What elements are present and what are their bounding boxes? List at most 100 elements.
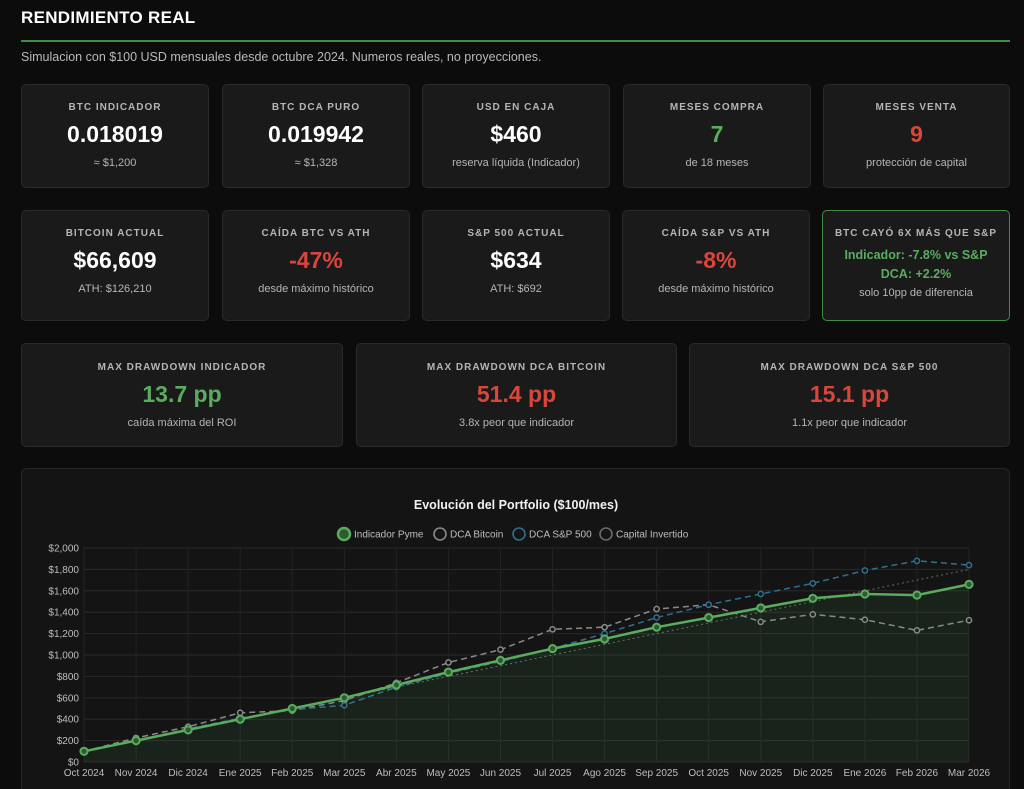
card-label: MAX DRAWDOWN DCA S&P 500 xyxy=(760,362,939,373)
chart-legend: Indicador Pyme DCA Bitcoin DCA S&P 500 Capi… xyxy=(336,526,689,542)
card-btc-vs-sp-highlight: BTC CAYÓ 6X MÁS QUE S&P Indicador: -7.8%… xyxy=(822,210,1010,321)
data-point-btc xyxy=(445,659,452,666)
y-tick-label: $400 xyxy=(57,715,80,726)
y-tick-label: $0 xyxy=(68,758,80,769)
series-line-indicador xyxy=(83,583,970,753)
data-point-btc xyxy=(861,616,869,624)
card-meses-venta: MESES VENTA 9 protección de capital xyxy=(823,84,1010,188)
card-value: 0.018019 xyxy=(67,121,163,147)
page-title: RENDIMIENTO REAL xyxy=(21,8,196,27)
card-label: MESES COMPRA xyxy=(669,102,765,113)
page-subtitle: Simulacion con $100 USD mensuales desde … xyxy=(21,50,542,64)
x-tick-label: Feb 2025 xyxy=(271,768,314,779)
x-tick-label: Jun 2025 xyxy=(480,768,522,779)
card-sub: 1.1x peor que indicador xyxy=(792,417,907,429)
card-label: MAX DRAWDOWN INDICADOR xyxy=(97,362,267,373)
y-tick-label: $2,000 xyxy=(48,544,79,555)
data-point-indicador xyxy=(808,593,818,603)
data-point-btc xyxy=(236,709,244,717)
card-sub: desde máximo histórico xyxy=(658,283,774,295)
data-point-btc xyxy=(549,625,556,633)
card-meses-compra: MESES COMPRA 7 de 18 meses xyxy=(623,84,811,188)
x-tick-label: Dic 2024 xyxy=(168,768,208,779)
data-point-sp500 xyxy=(705,601,713,609)
data-point-btc xyxy=(497,646,504,653)
y-tick-label: $1,000 xyxy=(48,651,79,662)
card-sub: ≈ $1,328 xyxy=(294,157,338,169)
legend-label: Capital Invertido xyxy=(616,530,689,541)
card-value: $66,609 xyxy=(73,247,157,273)
card-usd-en-caja: USD EN CAJA $460 reserva líquida (Indica… xyxy=(422,84,610,188)
chart-title: Evolución del Portfolio ($100/mes) xyxy=(414,498,618,512)
card-value: 13.7 pp xyxy=(142,381,222,407)
x-tick-label: Sep 2025 xyxy=(635,768,678,779)
data-point-btc xyxy=(913,627,921,634)
data-point-sp500 xyxy=(653,614,660,621)
card-sub: ATH: $692 xyxy=(490,283,542,295)
data-point-sp500 xyxy=(913,557,921,565)
legend-swatch xyxy=(512,527,526,541)
card-btc-indicador: BTC INDICADOR 0.018019 ≈ $1,200 xyxy=(21,84,209,188)
legend-label: Indicador Pyme xyxy=(354,530,424,541)
card-caida-btc: CAÍDA BTC VS ATH -47% desde máximo histó… xyxy=(222,210,410,321)
card-label: BTC INDICADOR xyxy=(68,102,162,113)
card-label: MAX DRAWDOWN DCA BITCOIN xyxy=(426,362,607,373)
x-tick-label: Ene 2025 xyxy=(219,768,262,779)
data-point-indicador xyxy=(79,746,89,756)
card-value: -8% xyxy=(695,247,737,273)
card-sp500-actual: S&P 500 ACTUAL $634 ATH: $692 xyxy=(422,210,610,321)
y-tick-label: $800 xyxy=(57,672,80,683)
legend-label: DCA S&P 500 xyxy=(529,530,592,541)
data-point-sp500 xyxy=(340,701,348,709)
card-sub: ATH: $126,210 xyxy=(78,283,152,295)
card-sub: de 18 meses xyxy=(685,157,749,169)
x-tick-label: Ago 2025 xyxy=(583,768,626,779)
data-point-indicador xyxy=(495,655,506,665)
card-label: BTC DCA PURO xyxy=(271,102,361,113)
y-tick-label: $1,400 xyxy=(48,608,79,619)
data-point-btc xyxy=(965,616,973,624)
data-point-indicador xyxy=(756,603,766,613)
x-tick-label: Mar 2026 xyxy=(948,768,991,779)
card-value: 9 xyxy=(910,121,923,147)
legend-swatch xyxy=(336,526,352,542)
data-point-sp500 xyxy=(757,590,765,598)
data-point-indicador xyxy=(860,589,870,599)
x-tick-label: Jul 2025 xyxy=(534,768,572,779)
y-tick-label: $200 xyxy=(57,736,80,747)
series-area-indicador xyxy=(84,584,969,762)
data-point-sp500 xyxy=(965,561,973,569)
series-line-btc xyxy=(83,603,970,753)
card-max-drawdown-indicador: MAX DRAWDOWN INDICADOR 13.7 pp caída máx… xyxy=(21,343,343,447)
card-label: CAÍDA S&P VS ATH xyxy=(661,228,771,239)
x-tick-label: Ene 2026 xyxy=(843,768,886,779)
data-point-indicador xyxy=(652,622,662,632)
data-point-sp500 xyxy=(809,579,817,587)
card-value: $634 xyxy=(490,247,542,273)
card-caida-sp: CAÍDA S&P VS ATH -8% desde máximo histór… xyxy=(622,210,810,321)
data-point-indicador xyxy=(912,590,922,600)
page-header: RENDIMIENTO REAL Simulacion con $100 USD… xyxy=(21,6,1010,64)
chart-x-axis: Oct 2024 Nov 2024 Dic 2024 Ene 2025 Feb 2025… xyxy=(64,768,991,779)
data-point-btc xyxy=(757,618,765,626)
data-point-indicador xyxy=(235,714,245,724)
card-value: $460 xyxy=(490,121,542,147)
card-sub: desde máximo histórico xyxy=(258,283,374,295)
highlight-indicador-line: Indicador: -7.8% vs S&P xyxy=(844,248,988,262)
card-sub: 3.8x peor que indicador xyxy=(459,417,574,429)
card-sub: reserva líquida (Indicador) xyxy=(452,157,580,169)
data-point-btc xyxy=(809,610,817,618)
x-tick-label: Abr 2025 xyxy=(376,768,417,779)
legend-label: DCA Bitcoin xyxy=(450,530,503,541)
x-tick-label: Oct 2025 xyxy=(688,768,729,779)
x-tick-label: Nov 2024 xyxy=(115,768,158,779)
card-btc-dca-puro: BTC DCA PURO 0.019942 ≈ $1,328 xyxy=(222,84,410,188)
card-max-drawdown-btc: MAX DRAWDOWN DCA BITCOIN 51.4 pp 3.8x pe… xyxy=(356,343,677,447)
chart-series xyxy=(79,557,974,762)
y-tick-label: $600 xyxy=(57,693,80,704)
card-label: S&P 500 ACTUAL xyxy=(467,228,565,239)
x-tick-label: Mar 2025 xyxy=(323,768,366,779)
card-value: 0.019942 xyxy=(268,121,364,147)
card-label: BTC CAYÓ 6X MÁS QUE S&P xyxy=(834,228,998,239)
card-value: 15.1 pp xyxy=(809,381,890,407)
